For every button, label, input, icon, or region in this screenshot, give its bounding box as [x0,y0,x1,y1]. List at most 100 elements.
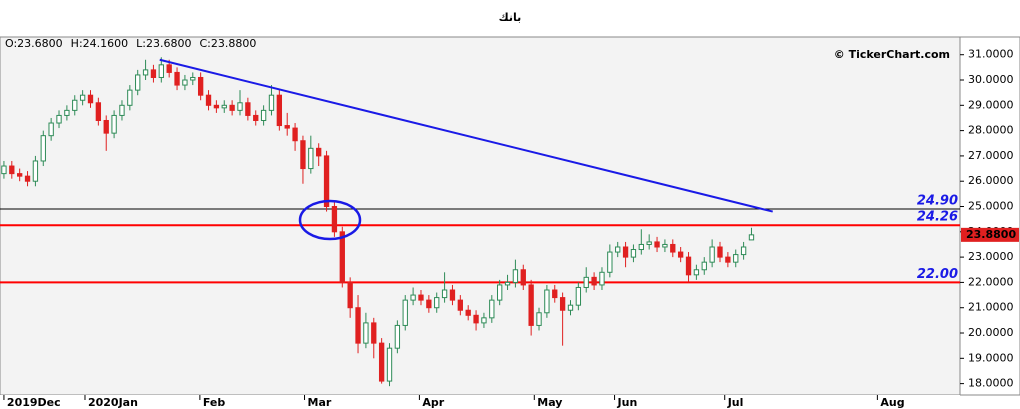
y-tick-label: 31.0000 [968,48,1014,61]
candle-body [197,76,204,96]
x-tick-label: May [537,396,562,409]
candle-body [111,114,117,134]
candle-body [150,69,157,78]
chart-title: بانك [499,11,522,24]
candle-body [402,299,408,326]
y-tick-label: 25.0000 [968,200,1014,213]
candle-body [95,102,102,121]
candle-body [40,135,46,162]
candle-body [528,284,534,326]
candle-body [127,89,133,106]
candle-body [260,109,267,121]
candle-body [292,127,298,142]
ohlc-label: O:23.6800 [5,37,63,50]
candle-body [504,281,511,286]
y-tick-label: 28.0000 [968,124,1014,137]
watermark: © TickerChart.com [834,48,950,61]
candle-body [371,322,377,344]
candle-body [457,299,463,311]
candle-body [717,246,723,258]
candle-body [253,114,259,121]
candle-body [276,94,283,127]
candle-body [1,165,7,175]
candle-body [575,286,582,306]
candle-body [630,249,637,258]
candle-body [237,102,243,111]
plot-area [0,36,961,396]
y-tick-label: 22.0000 [968,275,1014,288]
candle-body [725,256,731,263]
candle-body [567,304,574,311]
candle-body [701,261,707,271]
candle-body [56,114,62,124]
trendline [159,58,773,213]
candle-body [205,94,212,106]
level-label: 22.00 [917,267,958,282]
candle-body [363,322,369,344]
x-tick-label: Feb [203,396,226,409]
candle-body [544,289,550,314]
y-tick-label: 19.0000 [968,351,1014,364]
candle-body [284,125,290,129]
last-price-box [961,227,1019,242]
y-tick-label: 30.0000 [968,73,1014,86]
candle-body [158,64,164,78]
candle-body [64,109,70,116]
candle-body [119,104,125,116]
candle-body [441,289,448,299]
y-tick-label: 29.0000 [968,98,1014,111]
candle-body [512,269,519,283]
ohlc-header: O:23.6800 H:24.1600 L:23.6800 C:23.8800 [5,37,256,50]
y-tick-label: 18.0000 [968,377,1014,390]
candle-body [481,317,487,324]
candle-body [410,294,416,301]
candle-body [135,74,141,91]
candle-body [591,276,597,286]
y-tick-label: 27.0000 [968,149,1014,162]
candle-body [355,307,361,344]
candle-body [497,284,503,301]
candle-body [386,347,393,382]
candle-body [654,241,660,248]
candle-body [394,324,401,349]
candle-body [79,94,86,101]
x-tick-label: 2020Jan [88,396,138,409]
y-axis-area [959,36,1020,396]
candle-body [449,289,456,301]
candle-body [190,76,196,81]
y-tick-label: 21.0000 [968,301,1014,314]
candle-body [473,314,479,324]
candle-body [520,269,526,286]
candle-body [465,309,471,316]
candle-body [583,276,589,288]
y-tick-label: 26.0000 [968,174,1014,187]
candle-body [308,147,314,170]
candle-body [174,71,180,86]
candle-body [693,269,700,276]
x-tick-label: 2019Dec [7,396,61,409]
candle-body [670,243,676,253]
y-tick-label: 23.0000 [968,250,1014,263]
candle-body [347,281,353,309]
x-tick-label: Mar [308,396,332,409]
candle-body [426,299,432,309]
candle-body [709,246,715,263]
candle-body [733,254,739,263]
x-tick-label: Apr [422,396,444,409]
candle-body [607,251,613,273]
candle-body [17,173,23,177]
candle-body [552,289,558,299]
candle-body [268,94,275,111]
candle-body [677,251,684,258]
candle-body [615,246,621,253]
candle-body [87,94,94,104]
candle-body [24,175,31,182]
candle-body [559,297,566,311]
candle-body [323,155,330,208]
candle-body [142,69,149,76]
ohlc-label: C:23.8800 [199,37,256,50]
candle-body [32,160,39,182]
highlight-circle [298,199,362,241]
last-price-label: 23.8800 [966,228,1016,241]
